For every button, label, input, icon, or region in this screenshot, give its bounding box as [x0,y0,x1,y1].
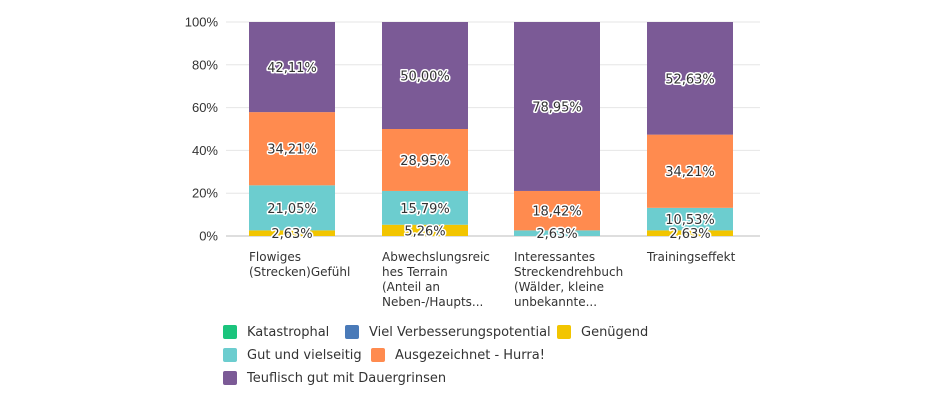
bar-segment[interactable] [647,134,733,208]
bar-segment[interactable] [249,112,335,186]
bar-segment[interactable] [249,185,335,231]
category-label: Neben-/Haupts... [382,295,483,309]
bar-segment[interactable] [249,230,335,236]
legend-label: Ausgezeichnet - Hurra! [395,347,545,363]
legend-swatch [345,325,359,339]
data-label: 50,00% [400,70,450,85]
data-label: 21,05% [267,202,317,217]
legend-label: Katastrophal [247,324,330,340]
legend-label: Teuflisch gut mit Dauergrinsen [247,370,447,386]
bar-segment[interactable] [647,207,733,231]
data-label: 52,63% [665,72,715,87]
category-label: Streckendrehbuch [514,265,623,279]
data-label: 2,63% [669,227,710,242]
data-labels: 2,63% 21,05% 34,21% 42,11% 5,26% 15,79% 28,95%… [266,60,717,244]
category-label: (Strecken)Gefühl [249,265,350,279]
bar-segment[interactable] [382,22,468,129]
bar-segment[interactable] [647,230,733,236]
legend-swatch [223,348,237,362]
bar-segment[interactable] [249,22,335,113]
category-label: Trainingseffekt [646,250,736,264]
legend-item[interactable]: Katastrophal [223,323,329,341]
legend-item[interactable]: Viel Verbesserungspotential [345,323,551,341]
y-axis: 0% 20% 40% 60% 80% 100% [185,15,219,244]
legend-label: Genügend [581,324,649,340]
bar-segment[interactable] [514,230,600,236]
category-label: Interessantes [514,250,595,264]
bar-segment[interactable] [382,224,468,236]
legend-item[interactable]: Teuflisch gut mit Dauergrinsen [223,369,446,387]
data-label: 34,21% [665,165,715,180]
bar-segment[interactable] [514,190,600,231]
bar-segment[interactable] [514,22,600,191]
bar-segment[interactable] [382,129,468,191]
y-tick-label: 60% [192,100,218,115]
bars [249,22,733,236]
legend-item[interactable]: Genügend [557,323,648,341]
category-label: Flowiges [249,250,301,264]
bar-segment[interactable] [647,22,733,135]
data-label: 42,11% [267,61,317,76]
category-label: (Wälder, kleine [514,280,604,294]
y-tick-label: 0% [199,229,218,244]
legend-swatch [223,325,237,339]
legend-label: Viel Verbesserungspotential [369,324,551,340]
category-label: Abwechslungsreic [382,250,490,264]
data-label: 5,26% [404,224,445,239]
data-label: 78,95% [532,100,582,115]
data-label: 18,42% [532,205,582,220]
legend-label: Gut und vielseitig [247,347,362,363]
category-label: unbekannte... [514,295,597,309]
data-label: 28,95% [400,154,450,169]
data-label: 10,53% [665,213,715,228]
bar-segment[interactable] [382,190,468,225]
x-axis-categories: Flowiges(Strecken)Gefühl Abwechslungsreic… [249,250,736,309]
y-tick-label: 80% [192,57,218,72]
y-tick-label: 40% [192,143,218,158]
data-label: 2,63% [271,227,312,242]
y-tick-label: 20% [192,186,218,201]
data-label: 2,63% [536,227,577,242]
legend-swatch [557,325,571,339]
legend-item[interactable]: Ausgezeichnet - Hurra! [371,346,545,364]
y-tick-label: 100% [185,15,219,30]
legend-swatch [371,348,385,362]
category-label: (Anteil an [382,280,440,294]
category-label: hes Terrain [382,265,448,279]
data-label: 34,21% [267,143,317,158]
legend-item[interactable]: Gut und vielseitig [223,346,362,364]
data-label: 15,79% [400,202,450,217]
legend-swatch [223,371,237,385]
